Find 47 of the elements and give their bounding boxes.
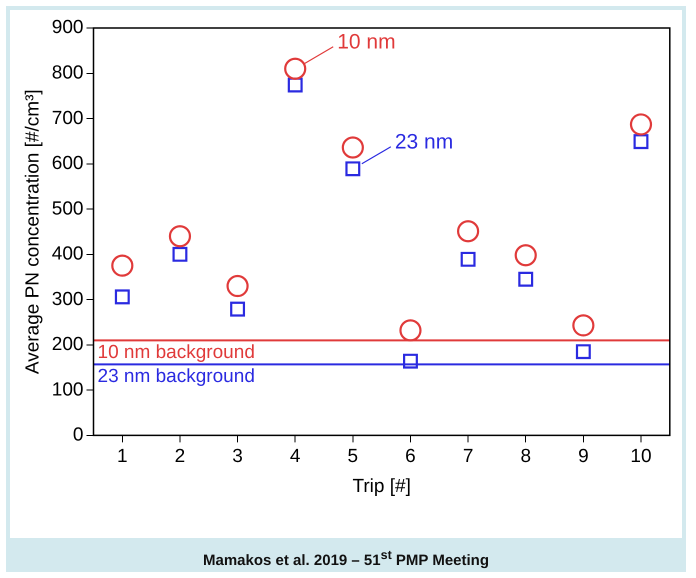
annotation: 10 nm bbox=[337, 30, 396, 54]
x-axis-title: Trip [#] bbox=[352, 476, 411, 497]
y-tick-label: 600 bbox=[52, 153, 84, 174]
point bbox=[168, 225, 192, 248]
point bbox=[514, 244, 537, 266]
y-tick-label: 100 bbox=[52, 379, 84, 400]
x-tick-label: 7 bbox=[462, 446, 474, 468]
point bbox=[172, 246, 188, 262]
point bbox=[399, 319, 422, 342]
y-tick-label: 200 bbox=[52, 334, 84, 356]
point bbox=[456, 220, 480, 242]
point bbox=[403, 354, 418, 369]
x-tick-label: 4 bbox=[290, 446, 301, 468]
x-tick-label: 2 bbox=[174, 446, 186, 468]
point bbox=[230, 302, 246, 317]
x-tick-label: 6 bbox=[405, 446, 416, 468]
y-tick-label: 400 bbox=[52, 244, 84, 265]
x-tick-label: 3 bbox=[232, 446, 243, 468]
x-tick-label: 10 bbox=[630, 446, 652, 468]
point bbox=[226, 274, 249, 298]
x-tick-label: 8 bbox=[520, 446, 532, 468]
point bbox=[114, 289, 130, 304]
point bbox=[572, 314, 594, 336]
ref-line-label: 10 nm background bbox=[98, 342, 255, 364]
point bbox=[288, 78, 303, 92]
text: Mamakos et al. 2019 – 51$^{st}$ PMP Meeting bbox=[10, 538, 682, 569]
point bbox=[460, 252, 476, 267]
point bbox=[576, 344, 591, 360]
y-tick-label: 300 bbox=[52, 288, 84, 310]
x-tick-label: 5 bbox=[348, 446, 358, 468]
point bbox=[518, 272, 534, 287]
ref-line-label: 23 nm background bbox=[98, 366, 255, 388]
y-tick-label: 700 bbox=[52, 108, 84, 129]
x-tick-label: 9 bbox=[578, 446, 589, 468]
point bbox=[630, 113, 652, 136]
y-tick-label: 900 bbox=[52, 17, 84, 38]
point bbox=[345, 161, 360, 176]
annotation: 23 nm bbox=[394, 130, 454, 154]
point bbox=[111, 254, 134, 277]
y-tick-label: 0 bbox=[72, 424, 84, 446]
x-tick-label: 1 bbox=[117, 446, 128, 468]
point bbox=[342, 136, 364, 159]
y-tick-label: 800 bbox=[52, 62, 84, 84]
y-tick-label: 500 bbox=[52, 198, 84, 220]
y-axis-title: Average PN concentration [#/cm³] bbox=[22, 89, 44, 374]
point bbox=[284, 58, 306, 80]
point bbox=[634, 134, 648, 150]
